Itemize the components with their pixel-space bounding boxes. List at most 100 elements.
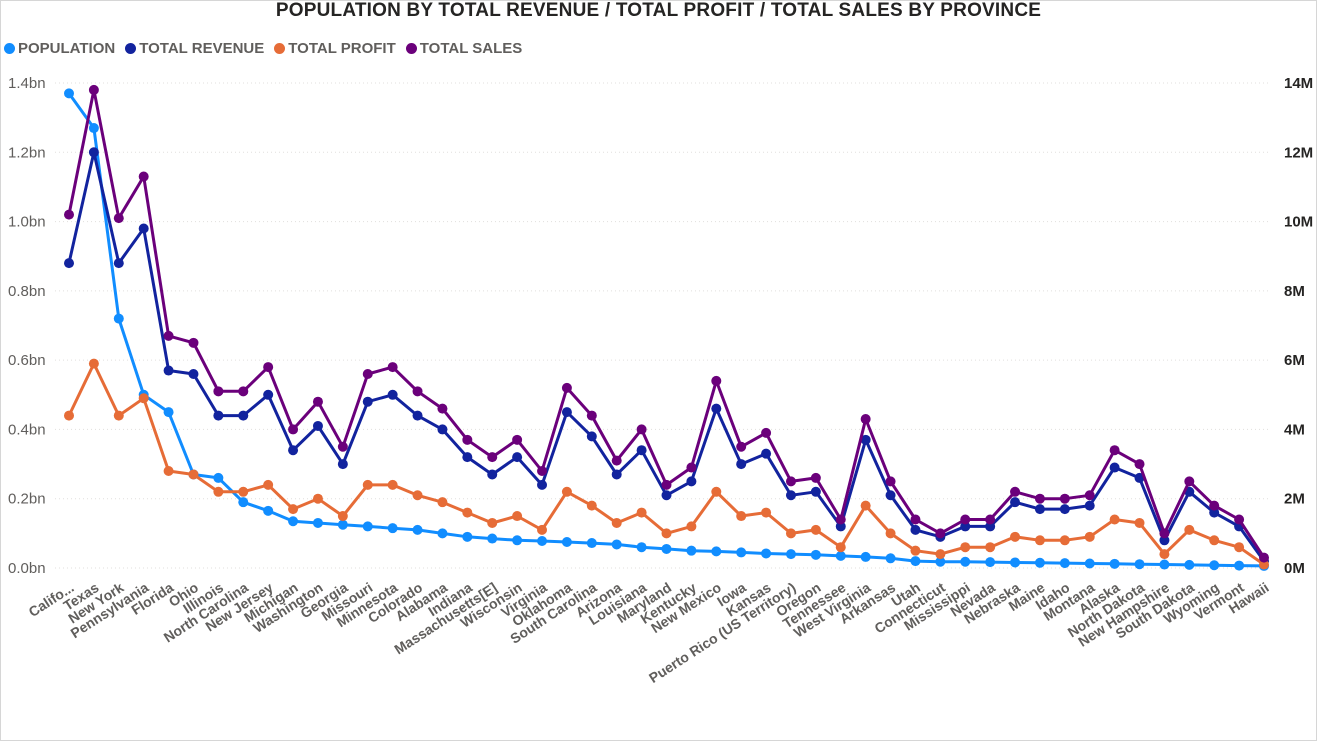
data-point-total-profit — [1209, 535, 1220, 546]
data-point-total-revenue — [138, 223, 149, 234]
data-point-total-profit — [487, 517, 498, 528]
legend-item[interactable]: POPULATION — [4, 40, 115, 57]
data-point-total-profit — [1184, 524, 1195, 535]
data-point-population — [537, 535, 548, 546]
data-point-total-revenue — [885, 490, 896, 501]
data-point-total-revenue — [437, 424, 448, 435]
data-point-population — [960, 556, 971, 567]
data-point-total-revenue — [1010, 497, 1021, 508]
data-point-total-revenue — [88, 147, 99, 158]
data-point-total-profit — [711, 486, 722, 497]
data-point-total-sales — [362, 369, 373, 379]
data-point-total-profit — [985, 542, 996, 553]
data-point-total-sales — [312, 396, 323, 407]
data-point-total-sales — [1259, 552, 1269, 563]
data-point-total-profit — [636, 507, 647, 518]
data-point-total-sales — [611, 455, 622, 466]
data-point-total-profit — [437, 497, 448, 508]
data-point-population — [238, 497, 249, 508]
data-point-total-revenue — [910, 524, 921, 535]
data-point-total-sales — [288, 424, 299, 435]
legend-item[interactable]: TOTAL SALES — [405, 40, 523, 57]
data-point-total-revenue — [163, 365, 174, 376]
data-point-population — [761, 548, 772, 559]
data-point-total-revenue — [761, 448, 772, 459]
data-point-total-profit — [213, 486, 224, 497]
data-point-population — [387, 523, 398, 534]
left-axis-tick-label: 0.0bn — [8, 560, 46, 577]
right-axis-tick-label: 12M — [1284, 144, 1313, 161]
data-point-population — [1084, 558, 1095, 569]
legend-item[interactable]: TOTAL REVENUE — [125, 40, 264, 57]
data-point-total-profit — [238, 486, 249, 497]
data-point-total-revenue — [1109, 462, 1120, 473]
legend-item[interactable]: TOTAL PROFIT — [274, 40, 396, 57]
legend-label: TOTAL REVENUE — [139, 40, 265, 57]
data-point-total-profit — [561, 486, 572, 497]
data-point-total-revenue — [487, 469, 498, 480]
data-point-total-sales — [761, 427, 772, 438]
data-point-total-profit — [64, 410, 74, 421]
data-point-population — [337, 519, 348, 530]
data-point-total-profit — [586, 500, 597, 511]
legend-marker — [274, 43, 286, 54]
data-point-total-revenue — [1034, 504, 1045, 515]
data-point-total-revenue — [537, 479, 548, 490]
data-point-population — [362, 521, 373, 532]
data-point-total-profit — [1234, 542, 1245, 553]
data-point-total-revenue — [835, 521, 846, 532]
data-point-total-sales — [238, 386, 249, 397]
data-point-total-profit — [661, 528, 672, 539]
data-point-population — [1034, 557, 1045, 568]
legend-marker — [405, 43, 417, 54]
data-point-population — [810, 549, 821, 560]
data-point-total-revenue — [362, 396, 373, 407]
data-point-population — [785, 549, 796, 560]
data-point-population — [113, 313, 124, 324]
data-point-total-sales — [64, 209, 74, 220]
data-point-population — [1059, 558, 1070, 569]
data-point-total-sales — [1109, 445, 1120, 456]
data-point-total-sales — [163, 330, 174, 341]
data-point-total-revenue — [263, 389, 274, 400]
data-point-population — [686, 545, 697, 556]
data-point-total-profit — [736, 511, 747, 522]
data-point-total-revenue — [412, 410, 423, 421]
data-point-population — [611, 539, 622, 550]
data-point-total-profit — [611, 517, 622, 528]
left-axis-tick-label: 0.4bn — [8, 421, 46, 438]
data-point-total-profit — [1159, 549, 1170, 560]
data-point-population — [1109, 558, 1120, 569]
legend-marker — [4, 43, 15, 54]
data-point-population — [661, 543, 672, 554]
legend-label: TOTAL SALES — [419, 40, 523, 57]
legend: POPULATION TOTAL REVENUE TOTAL PROFIT TOTAL… — [4, 40, 522, 57]
data-point-total-profit — [362, 479, 373, 490]
data-point-total-profit — [312, 493, 323, 504]
right-axis-tick-label: 8M — [1284, 283, 1305, 300]
data-point-total-revenue — [462, 452, 473, 463]
left-axis-tick-label: 0.2bn — [8, 491, 46, 508]
data-point-population — [64, 88, 74, 99]
data-point-total-sales — [1010, 486, 1021, 497]
data-point-population — [512, 535, 523, 546]
data-point-total-sales — [661, 479, 672, 490]
data-point-total-sales — [462, 434, 473, 445]
data-point-total-revenue — [785, 490, 796, 501]
data-point-total-sales — [1084, 490, 1095, 501]
data-point-total-revenue — [860, 434, 871, 445]
data-point-total-sales — [636, 424, 647, 435]
data-point-total-sales — [586, 410, 597, 421]
data-point-population — [1184, 559, 1195, 570]
data-point-population — [860, 551, 871, 562]
data-point-total-revenue — [1209, 507, 1220, 518]
data-point-total-sales — [1159, 528, 1170, 539]
data-point-population — [985, 557, 996, 568]
data-point-total-profit — [810, 524, 821, 535]
data-point-population — [636, 542, 647, 553]
data-point-total-sales — [785, 476, 796, 487]
data-point-total-revenue — [238, 410, 249, 421]
data-point-total-sales — [487, 452, 498, 463]
right-axis-tick-label: 0M — [1284, 560, 1305, 577]
